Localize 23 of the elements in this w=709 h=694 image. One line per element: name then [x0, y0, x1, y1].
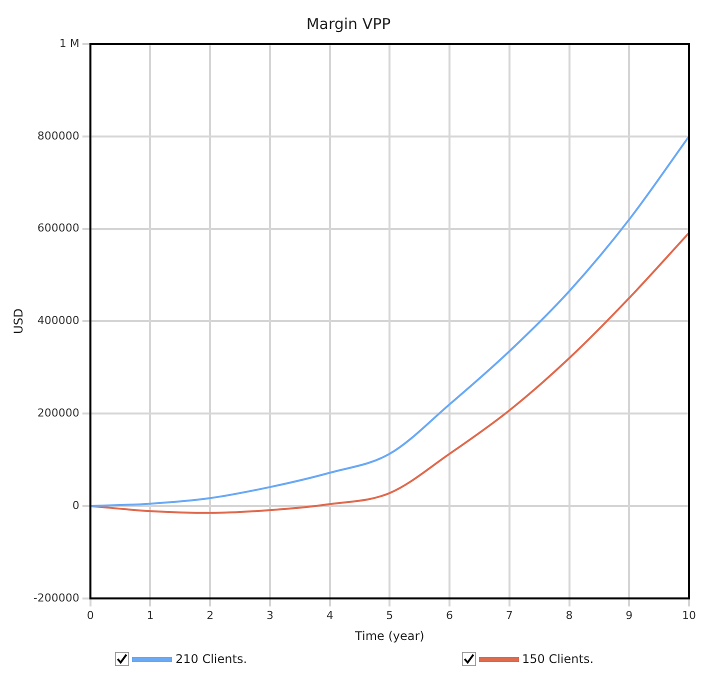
x-axis-title: Time (year) [354, 628, 424, 643]
x-tick-label: 7 [506, 608, 513, 622]
y-tick-label: -200000 [33, 591, 80, 604]
x-tick-label: 2 [206, 608, 214, 622]
legend-label: 210 Clients. [175, 652, 248, 666]
legend-label: 150 Clients. [522, 652, 594, 666]
y-axis-title: USD [11, 308, 26, 334]
y-tick-label: 400000 [37, 314, 80, 328]
x-tick-label: 5 [386, 608, 394, 622]
chart-title: Margin VPP [306, 14, 391, 33]
y-tick-label: 800000 [37, 129, 80, 142]
y-tick-label: 200000 [37, 406, 80, 420]
x-tick-label: 9 [626, 608, 633, 622]
x-tick-label: 1 [146, 608, 154, 622]
x-tick-label: 6 [446, 608, 454, 622]
y-tick-label: 0 [72, 498, 80, 512]
x-tick-label: 3 [266, 608, 274, 622]
y-tick-label: 600000 [37, 222, 80, 235]
y-tick-label: 1 M [59, 36, 80, 50]
x-tick-label: 10 [682, 608, 696, 622]
x-tick-label: 4 [326, 608, 334, 622]
x-tick-label: 0 [86, 608, 94, 622]
x-tick-label: 8 [566, 608, 573, 622]
